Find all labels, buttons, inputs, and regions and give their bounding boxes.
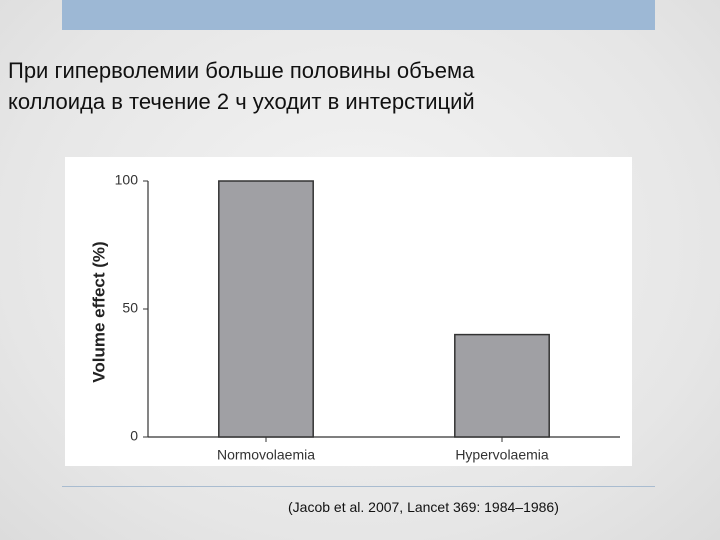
bar — [218, 180, 314, 438]
y-axis-label: Volume effect (%) — [89, 241, 108, 382]
y-tick-label: 50 — [122, 300, 138, 316]
y-tick-label: 0 — [130, 428, 138, 444]
x-tick-label: Hypervolaemia — [455, 447, 549, 463]
divider — [62, 486, 655, 487]
x-tick-label: Normovolaemia — [217, 447, 315, 463]
heading-line: коллоида в течение 2 ч уходит в интерсти… — [8, 89, 475, 114]
bar — [454, 333, 550, 438]
heading-line: При гиперволемии больше половины объема — [8, 58, 475, 83]
y-tick-label: 100 — [115, 172, 139, 188]
citation: (Jacob et al. 2007, Lancet 369: 1984–198… — [288, 499, 559, 515]
top-bar — [62, 0, 655, 30]
